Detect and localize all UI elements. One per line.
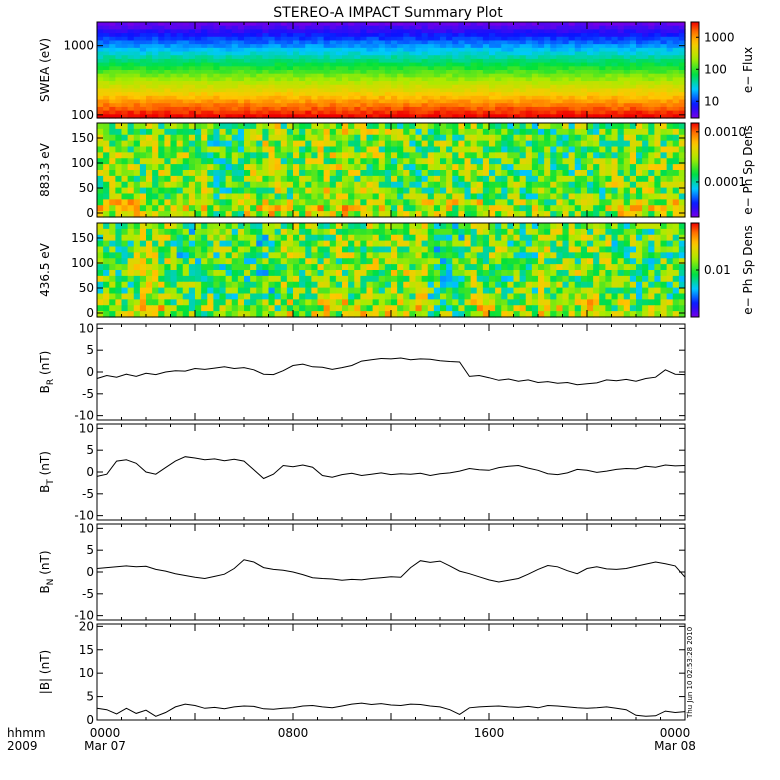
time-axis-left-label: 2009 — [7, 739, 38, 753]
y-tick-label: 5 — [86, 543, 94, 557]
y-tick-label: -5 — [82, 387, 94, 401]
y-tick-label: 10 — [79, 421, 94, 435]
colorbar-tick-label: 0.0010 — [704, 125, 746, 139]
y-tick-label: 5 — [86, 690, 94, 704]
time-axis-left-label: hhmm — [7, 726, 46, 740]
panel-swea: 100 1000 10 100 1000 e− Flux SWEA (eV) — [38, 21, 755, 122]
heatmap-cells-swea — [97, 22, 686, 119]
y-tick-label: 1000 — [63, 39, 94, 53]
colorbar-tick-label: 1000 — [704, 30, 735, 44]
series-line-bt — [96, 456, 686, 480]
y-axis-label: 883.3 eV — [38, 142, 52, 197]
time-tick-label: 1600 — [474, 726, 505, 740]
y-tick-label: -10 — [74, 409, 94, 423]
heatmap-cells-pad883 — [97, 123, 686, 218]
colorbar-tick-label: 100 — [704, 62, 727, 76]
y-tick-label: 50 — [79, 281, 94, 295]
date-tick-label: Mar 07 — [84, 739, 126, 753]
series-line-bn — [96, 559, 686, 583]
y-tick-label: -10 — [74, 509, 94, 523]
y-tick-label: 20 — [79, 619, 94, 633]
y-tick-label: 5 — [86, 443, 94, 457]
colorbar-label: e− Flux — [741, 47, 755, 93]
y-tick-label: -5 — [82, 487, 94, 501]
y-tick-label: 0 — [86, 365, 94, 379]
y-tick-label: 0 — [86, 206, 94, 220]
panel-bn: -10 -5 0 5 10 BN (nT) — [38, 521, 686, 623]
colorbar-tick-label: 0.01 — [704, 263, 731, 277]
time-tick-label: 0000 — [90, 726, 121, 740]
panel-frame — [96, 323, 686, 421]
y-axis-label: BT (nT) — [38, 451, 56, 493]
colorbar-label: e− Ph Sp Dens — [741, 125, 755, 214]
panel-frame — [96, 523, 686, 621]
colorbar-tick-label: 0.0001 — [704, 175, 746, 189]
y-tick-label: 0 — [86, 713, 94, 727]
y-axis-label: 436.5 eV — [38, 242, 52, 297]
y-tick-label: 150 — [71, 231, 94, 245]
panel-frame — [96, 623, 686, 721]
y-tick-label: 10 — [79, 321, 94, 335]
y-axis-label: SWEA (eV) — [38, 38, 52, 102]
y-tick-label: 50 — [79, 181, 94, 195]
panel-pad436: 0 50 100 150 0.01 e− Ph Sp Dens 436.5 eV — [38, 222, 755, 320]
y-tick-label: 0 — [86, 465, 94, 479]
y-axis-label: |B| (nT) — [38, 650, 52, 694]
date-tick-label: Mar 08 — [654, 739, 696, 753]
colorbar-swea — [690, 21, 700, 119]
y-tick-label: 15 — [79, 643, 94, 657]
heatmap-cells-pad436 — [97, 223, 686, 318]
colorbar-tick-label: 10 — [704, 94, 719, 108]
y-axis-label: BR (nT) — [38, 351, 56, 394]
panel-frame — [96, 423, 686, 521]
y-tick-label: 10 — [79, 666, 94, 680]
plot-title: STEREO-A IMPACT Summary Plot — [273, 5, 503, 21]
y-tick-label: 10 — [79, 521, 94, 535]
y-tick-label: 0 — [86, 306, 94, 320]
y-tick-label: 100 — [71, 156, 94, 170]
y-tick-label: 5 — [86, 343, 94, 357]
y-tick-label: -10 — [74, 609, 94, 623]
y-tick-label: 0 — [86, 565, 94, 579]
time-tick-label: 0800 — [278, 726, 309, 740]
colorbar-pad883 — [690, 122, 700, 218]
y-tick-label: 100 — [71, 256, 94, 270]
series-line-bmag — [96, 702, 686, 717]
y-tick-label: -5 — [82, 587, 94, 601]
time-tick-label: 0000 — [660, 726, 691, 740]
colorbar-label: e− Ph Sp Dens — [741, 225, 755, 314]
panel-br: -10 -5 0 5 10 BR (nT) — [38, 321, 686, 423]
panel-bt: -10 -5 0 5 10 BT (nT) — [38, 421, 686, 523]
y-tick-label: 100 — [71, 108, 94, 122]
y-tick-label: 150 — [71, 131, 94, 145]
panel-bmag: 0 5 10 15 20 |B| (nT) — [38, 619, 686, 727]
y-axis-label: BN (nT) — [38, 550, 56, 593]
series-line-br — [96, 357, 686, 386]
timestamp-label: Thu Jun 10 02:53:28 2010 — [686, 627, 694, 719]
